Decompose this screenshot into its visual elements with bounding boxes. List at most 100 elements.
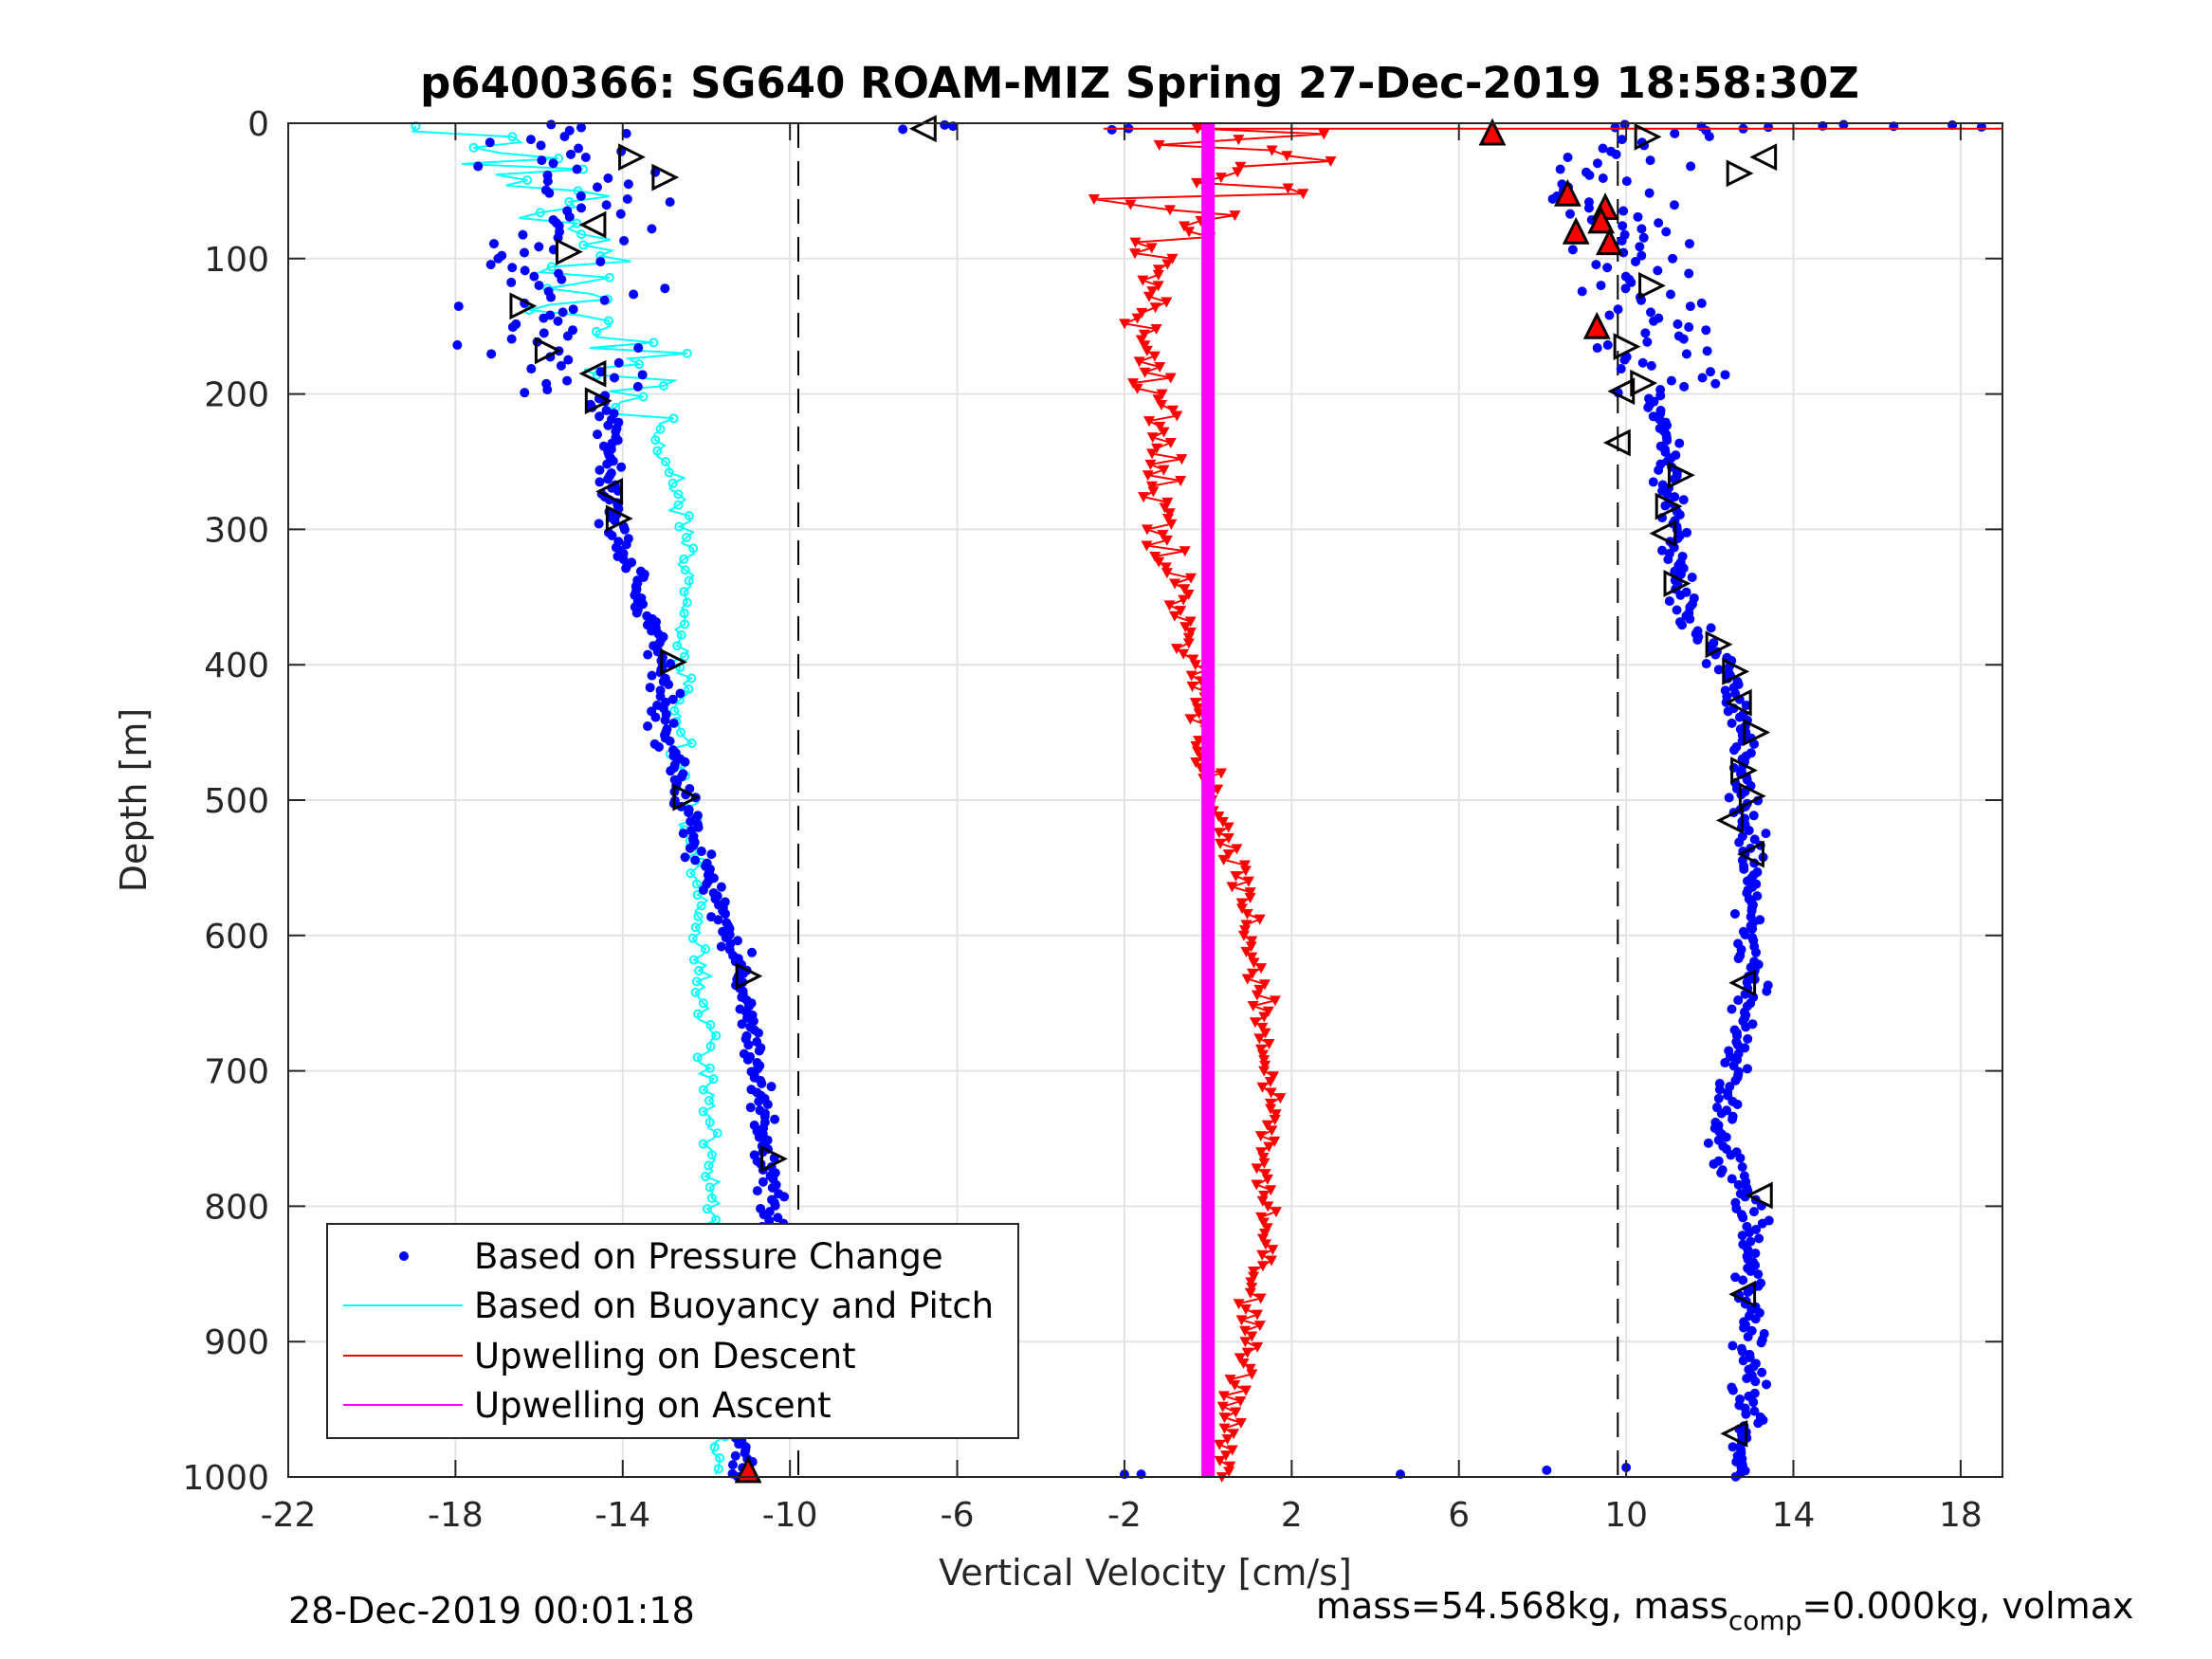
- pressure-point: [1591, 260, 1601, 270]
- upwelling-descent-point: [1239, 1337, 1252, 1348]
- buoyancy-point: [698, 998, 708, 1009]
- upwelling-descent-point: [1229, 210, 1241, 222]
- pressure-point: [621, 128, 631, 138]
- pressure-point: [1584, 170, 1595, 180]
- pressure-point: [1728, 745, 1739, 756]
- upwelling-descent-point: [1251, 1163, 1263, 1175]
- upwelling-descent-point: [1270, 1207, 1282, 1218]
- apogee-marker: [1582, 311, 1611, 339]
- pressure-point: [1563, 152, 1573, 162]
- pressure-point: [1747, 923, 1758, 934]
- buoyancy-point: [507, 132, 518, 142]
- upwelling-descent-point: [1240, 1304, 1252, 1315]
- pressure-point: [1636, 250, 1647, 261]
- buoyancy-point: [673, 489, 684, 500]
- pressure-point: [1743, 1332, 1753, 1342]
- upwelling-descent-point: [1251, 990, 1263, 1001]
- pressure-point: [520, 265, 530, 276]
- apogee-marker: [760, 1144, 788, 1173]
- apogee-marker: [1720, 1419, 1748, 1448]
- upwelling-descent-point: [1159, 502, 1171, 514]
- buoyancy-point: [684, 684, 694, 694]
- upwelling-descent-point: [1253, 1033, 1266, 1045]
- buoyancy-point: [572, 218, 582, 228]
- pressure-point: [485, 260, 496, 270]
- buoyancy-point: [603, 316, 613, 326]
- pressure-point: [1748, 1207, 1759, 1217]
- pressure-point: [1620, 283, 1631, 294]
- pressure-point: [693, 822, 704, 832]
- pressure-point: [706, 849, 717, 860]
- pressure-point: [1701, 659, 1711, 669]
- upwelling-descent-point: [1269, 1115, 1281, 1126]
- upwelling-descent-point: [1246, 1283, 1258, 1294]
- y-tick-label: 300: [204, 511, 269, 550]
- pressure-point: [643, 721, 653, 732]
- upwelling-descent-point: [1169, 578, 1181, 590]
- buoyancy-point: [706, 1150, 717, 1160]
- pressure-point: [529, 271, 539, 282]
- pressure-point: [1655, 391, 1666, 401]
- buoyancy-point: [686, 868, 696, 879]
- x-tick-label: 14: [1772, 1496, 1816, 1535]
- pressure-point: [767, 1182, 777, 1193]
- pressure-point: [1753, 1418, 1764, 1429]
- pressure-point: [1749, 834, 1760, 845]
- upwelling-descent-point: [1254, 1044, 1267, 1055]
- pressure-point: [613, 357, 624, 368]
- upwelling-descent-point: [1138, 329, 1150, 340]
- apogee-marker: [1638, 271, 1666, 300]
- upwelling-descent-point: [1222, 832, 1234, 844]
- apogee-marker: [555, 238, 583, 266]
- x-tick-label: -2: [1107, 1496, 1142, 1535]
- pressure-point: [1713, 665, 1724, 675]
- upwelling-descent-point: [1192, 746, 1204, 757]
- upwelling-descent-point: [1246, 936, 1258, 947]
- pressure-point: [1610, 122, 1620, 133]
- series-pressure-change: [452, 119, 1986, 1482]
- pressure-point: [1653, 265, 1663, 276]
- apogee-marker: [1705, 630, 1733, 659]
- pressure-point: [542, 385, 553, 395]
- pressure-point: [1730, 1272, 1741, 1283]
- buoyancy-point: [715, 1453, 725, 1464]
- pressure-point: [678, 829, 688, 839]
- upwelling-descent-point: [1137, 275, 1149, 286]
- upwelling-descent-point: [1252, 1309, 1264, 1321]
- upwelling-descent-point: [1253, 1321, 1266, 1332]
- buoyancy-point: [680, 651, 690, 662]
- pressure-point: [1602, 339, 1613, 350]
- apogee-marker: [1663, 570, 1691, 597]
- upwelling-descent-point: [1237, 1358, 1250, 1370]
- pressure-point: [1613, 304, 1623, 315]
- pressure-point: [742, 1054, 753, 1065]
- upwelling-descent-point: [1147, 486, 1160, 498]
- upwelling-descent-point: [1239, 866, 1252, 877]
- upwelling-descent-point: [1226, 1445, 1238, 1456]
- upwelling-descent-point: [1258, 1055, 1271, 1066]
- pressure-point: [675, 688, 686, 699]
- pressure-point: [568, 304, 578, 315]
- pressure-point: [698, 884, 708, 895]
- upwelling-descent-point: [1267, 1245, 1279, 1256]
- upwelling-descent-point: [1135, 335, 1147, 346]
- y-tick-label: 1000: [182, 1459, 269, 1498]
- upwelling-descent-point: [1230, 1407, 1242, 1418]
- upwelling-descent-point: [1240, 920, 1252, 931]
- pressure-point: [572, 164, 582, 174]
- upwelling-descent-point: [1161, 568, 1173, 579]
- pressure-point: [562, 331, 573, 341]
- pressure-point: [594, 411, 605, 422]
- upwelling-descent-point: [1318, 129, 1330, 140]
- pressure-point: [1739, 864, 1749, 874]
- upwelling-descent-point: [1239, 925, 1252, 937]
- upwelling-descent-point: [1234, 1353, 1246, 1364]
- pressure-point: [685, 843, 695, 853]
- pressure-point: [730, 1450, 740, 1461]
- upwelling-descent-point: [1255, 963, 1268, 975]
- upwelling-descent-point: [1143, 416, 1156, 428]
- upwelling-descent-point: [1146, 286, 1159, 298]
- upwelling-descent-point: [1152, 264, 1164, 276]
- buoyancy-point: [669, 705, 680, 716]
- upwelling-descent-point: [1182, 589, 1195, 600]
